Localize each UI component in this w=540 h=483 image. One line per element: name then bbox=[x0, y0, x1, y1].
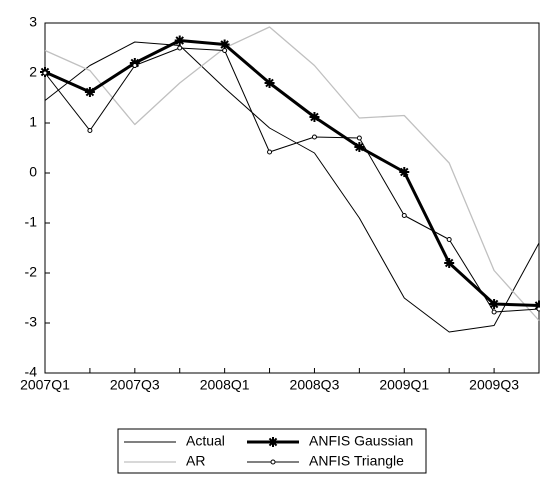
y-tick-label: 3 bbox=[29, 14, 37, 30]
star-marker bbox=[174, 35, 185, 46]
legend-label: ANFIS Triangle bbox=[309, 453, 404, 469]
star-marker bbox=[489, 299, 500, 309]
plot-frame bbox=[44, 22, 540, 374]
x-tick-label: 2008Q1 bbox=[200, 377, 250, 393]
legend-label: Actual bbox=[186, 433, 225, 449]
star-marker bbox=[84, 87, 95, 97]
y-tick-label: -4 bbox=[25, 364, 38, 380]
series-line bbox=[44, 39, 540, 307]
legend-box bbox=[117, 428, 427, 474]
circle-marker bbox=[491, 309, 497, 315]
circle-marker bbox=[177, 45, 183, 51]
circle-marker bbox=[42, 70, 48, 76]
circle-marker bbox=[356, 135, 362, 141]
legend-label: AR bbox=[186, 453, 205, 469]
star-marker bbox=[268, 437, 278, 447]
star-marker bbox=[399, 167, 410, 177]
circle-marker bbox=[536, 306, 540, 312]
circle-marker bbox=[132, 63, 138, 68]
y-tick-label: -2 bbox=[25, 264, 38, 280]
circle-marker bbox=[270, 459, 276, 465]
star-marker bbox=[534, 300, 540, 311]
circle-marker bbox=[311, 134, 317, 140]
x-tick-label: 2007Q1 bbox=[20, 377, 70, 393]
series-line bbox=[44, 41, 540, 333]
star-marker bbox=[129, 58, 140, 68]
legend-label: ANFIS Gaussian bbox=[309, 433, 413, 449]
circle-marker bbox=[267, 149, 273, 155]
x-tick-label: 2007Q3 bbox=[110, 377, 160, 393]
star-marker bbox=[354, 142, 365, 152]
circle-marker bbox=[222, 48, 228, 53]
series-line bbox=[44, 26, 540, 321]
star-marker bbox=[444, 258, 455, 268]
circle-marker bbox=[446, 237, 452, 242]
y-tick-label: -1 bbox=[25, 214, 38, 230]
x-tick-label: 2009Q3 bbox=[469, 377, 519, 393]
y-tick-label: 1 bbox=[29, 114, 37, 130]
y-tick-label: 0 bbox=[29, 164, 37, 180]
y-tick-label: 2 bbox=[29, 64, 37, 80]
star-marker bbox=[219, 39, 230, 50]
circle-marker bbox=[87, 128, 93, 133]
star-marker bbox=[264, 78, 275, 88]
x-tick-label: 2008Q3 bbox=[290, 377, 340, 393]
x-tick-label: 2009Q1 bbox=[379, 377, 429, 393]
y-tick-label: -3 bbox=[25, 314, 38, 330]
series-line bbox=[44, 47, 540, 313]
circle-marker bbox=[401, 213, 407, 218]
star-marker bbox=[309, 112, 320, 122]
